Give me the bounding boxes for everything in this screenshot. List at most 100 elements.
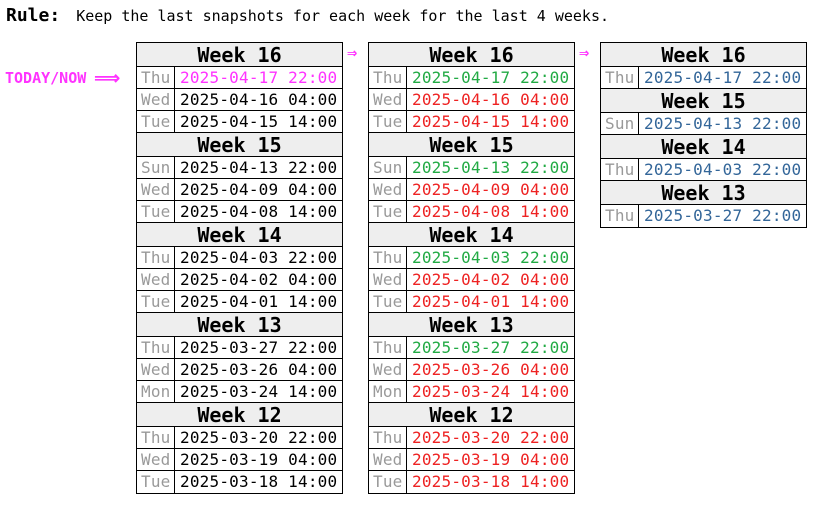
snapshot-row: Thu 2025-03-20 22:00: [369, 427, 574, 449]
timestamp-cell: 2025-03-24 14:00: [180, 382, 338, 401]
snapshot-row: Wed 2025-04-09 04:00: [137, 179, 342, 201]
timestamp-cell: 2025-03-18 14:00: [412, 472, 570, 491]
week-group: Week 15 Sun 2025-04-13 22:00 Wed 2025-04-09 …: [137, 133, 342, 223]
week-header: Week 14: [601, 135, 806, 159]
timestamp-cell: 2025-03-27 22:00: [180, 338, 338, 357]
week-header: Week 12: [369, 403, 574, 427]
snapshots-marked-column: Week 16 Thu 2025-04-17 22:00 Wed 2025-04-16 …: [368, 42, 575, 494]
timestamp-cell: 2025-04-02 04:00: [412, 270, 570, 289]
snapshot-row: Thu 2025-04-17 22:00: [369, 67, 574, 89]
timestamp-cell: 2025-03-20 22:00: [180, 428, 338, 447]
snapshot-row: Wed 2025-04-09 04:00: [369, 179, 574, 201]
weekday-cell: Thu: [369, 427, 407, 448]
timestamp-cell: 2025-03-18 14:00: [180, 472, 338, 491]
snapshot-row: Thu 2025-03-27 22:00: [369, 337, 574, 359]
weekday-cell: Thu: [137, 337, 175, 358]
right-arrow-icon: ⇒: [347, 43, 358, 63]
snapshot-row: Mon 2025-03-24 14:00: [137, 381, 342, 403]
snapshot-row: Thu 2025-03-27 22:00: [601, 205, 806, 227]
week-header: Week 14: [369, 223, 574, 247]
timestamp-cell: 2025-04-08 14:00: [412, 202, 570, 221]
week-group: Week 12 Thu 2025-03-20 22:00 Wed 2025-03-19 …: [369, 403, 574, 493]
week-header: Week 13: [137, 313, 342, 337]
timestamp-cell: 2025-03-26 04:00: [180, 360, 338, 379]
timestamp-cell: 2025-04-03 22:00: [180, 248, 338, 267]
week-group: Week 12 Thu 2025-03-20 22:00 Wed 2025-03-19 …: [137, 403, 342, 493]
week-group: Week 13 Thu 2025-03-27 22:00 Wed 2025-03-26 …: [369, 313, 574, 403]
weekday-cell: Sun: [369, 157, 407, 178]
weekday-cell: Wed: [137, 359, 175, 380]
snapshot-row: Mon 2025-03-24 14:00: [369, 381, 574, 403]
snapshot-row: Tue 2025-04-15 14:00: [369, 111, 574, 133]
snapshot-row: Thu 2025-04-03 22:00: [601, 159, 806, 181]
weekday-cell: Tue: [369, 291, 407, 312]
week-group: Week 14 Thu 2025-04-03 22:00 Wed 2025-04-02 …: [137, 223, 342, 313]
weekday-cell: Thu: [601, 67, 639, 88]
timestamp-cell: 2025-03-27 22:00: [412, 338, 570, 357]
week-group: Week 14 Thu 2025-04-03 22:00 Wed 2025-04-02 …: [369, 223, 574, 313]
snapshot-row: Wed 2025-04-02 04:00: [369, 269, 574, 291]
week-header: Week 16: [137, 43, 342, 67]
timestamp-cell: 2025-04-02 04:00: [180, 270, 338, 289]
right-arrow-icon: ⇒: [579, 43, 590, 63]
weekday-cell: Wed: [369, 89, 407, 110]
timestamp-cell: 2025-04-01 14:00: [180, 292, 338, 311]
week-group: Week 16 Thu 2025-04-17 22:00 Wed 2025-04-16 …: [369, 43, 574, 133]
week-group: Week 13 Thu 2025-03-27 22:00 Wed 2025-03-26 …: [137, 313, 342, 403]
snapshots-all-column: Week 16 Thu 2025-04-17 22:00 Wed 2025-04-16 …: [136, 42, 343, 494]
week-header: Week 14: [137, 223, 342, 247]
snapshot-row: Tue 2025-03-18 14:00: [137, 471, 342, 493]
week-group: Week 16 Thu 2025-04-17 22:00 Wed 2025-04-16 …: [137, 43, 342, 133]
today-arrow-icon: ⟹: [94, 67, 121, 89]
snapshot-row: Tue 2025-04-15 14:00: [137, 111, 342, 133]
timestamp-cell: 2025-04-16 04:00: [412, 90, 570, 109]
rule-text: Keep the last snapshots for each week fo…: [76, 7, 610, 25]
weekday-cell: Wed: [369, 359, 407, 380]
timestamp-cell: 2025-03-24 14:00: [412, 382, 570, 401]
snapshot-row: Wed 2025-04-16 04:00: [369, 89, 574, 111]
weekday-cell: Tue: [137, 111, 175, 132]
snapshot-row: Thu 2025-03-27 22:00: [137, 337, 342, 359]
snapshot-row: Thu 2025-04-17 22:00: [137, 67, 342, 89]
weekday-cell: Thu: [137, 247, 175, 268]
timestamp-cell: 2025-03-19 04:00: [412, 450, 570, 469]
timestamp-cell: 2025-04-09 04:00: [180, 180, 338, 199]
snapshot-row: Wed 2025-03-19 04:00: [369, 449, 574, 471]
weekday-cell: Wed: [369, 269, 407, 290]
weekday-cell: Tue: [369, 201, 407, 222]
timestamp-cell: 2025-04-08 14:00: [180, 202, 338, 221]
weekday-cell: Thu: [601, 159, 639, 180]
weekday-cell: Thu: [601, 205, 639, 227]
weekday-cell: Thu: [369, 67, 407, 88]
week-group: Week 15 Sun 2025-04-13 22:00: [601, 89, 806, 135]
week-group: Week 15 Sun 2025-04-13 22:00 Wed 2025-04-09 …: [369, 133, 574, 223]
weekday-cell: Mon: [369, 381, 407, 402]
snapshot-row: Thu 2025-04-03 22:00: [369, 247, 574, 269]
week-header: Week 13: [601, 181, 806, 205]
snapshot-row: Sun 2025-04-13 22:00: [137, 157, 342, 179]
weekday-cell: Mon: [137, 381, 175, 402]
timestamp-cell: 2025-03-26 04:00: [412, 360, 570, 379]
timestamp-cell: 2025-04-16 04:00: [180, 90, 338, 109]
weekday-cell: Thu: [369, 247, 407, 268]
weekday-cell: Tue: [137, 471, 175, 493]
weekday-cell: Wed: [369, 449, 407, 470]
snapshots-kept-column: Week 16 Thu 2025-04-17 22:00 Week 15 Sun 2025…: [600, 42, 807, 228]
timestamp-cell: 2025-04-15 14:00: [180, 112, 338, 131]
snapshot-row: Thu 2025-04-03 22:00: [137, 247, 342, 269]
snapshot-row: Wed 2025-04-02 04:00: [137, 269, 342, 291]
snapshot-row: Tue 2025-03-18 14:00: [369, 471, 574, 493]
weekday-cell: Wed: [137, 449, 175, 470]
timestamp-cell: 2025-03-19 04:00: [180, 450, 338, 469]
timestamp-cell: 2025-03-20 22:00: [412, 428, 570, 447]
snapshot-row: Wed 2025-03-26 04:00: [137, 359, 342, 381]
weekday-cell: Wed: [369, 179, 407, 200]
weekday-cell: Tue: [369, 471, 407, 493]
snapshot-row: Wed 2025-04-16 04:00: [137, 89, 342, 111]
timestamp-cell: 2025-04-03 22:00: [412, 248, 570, 267]
weekday-cell: Sun: [601, 113, 639, 134]
rule-line: Rule: Keep the last snapshots for each w…: [6, 5, 609, 31]
timestamp-cell: 2025-04-01 14:00: [412, 292, 570, 311]
weekday-cell: Sun: [137, 157, 175, 178]
timestamp-cell: 2025-04-17 22:00: [644, 68, 802, 87]
